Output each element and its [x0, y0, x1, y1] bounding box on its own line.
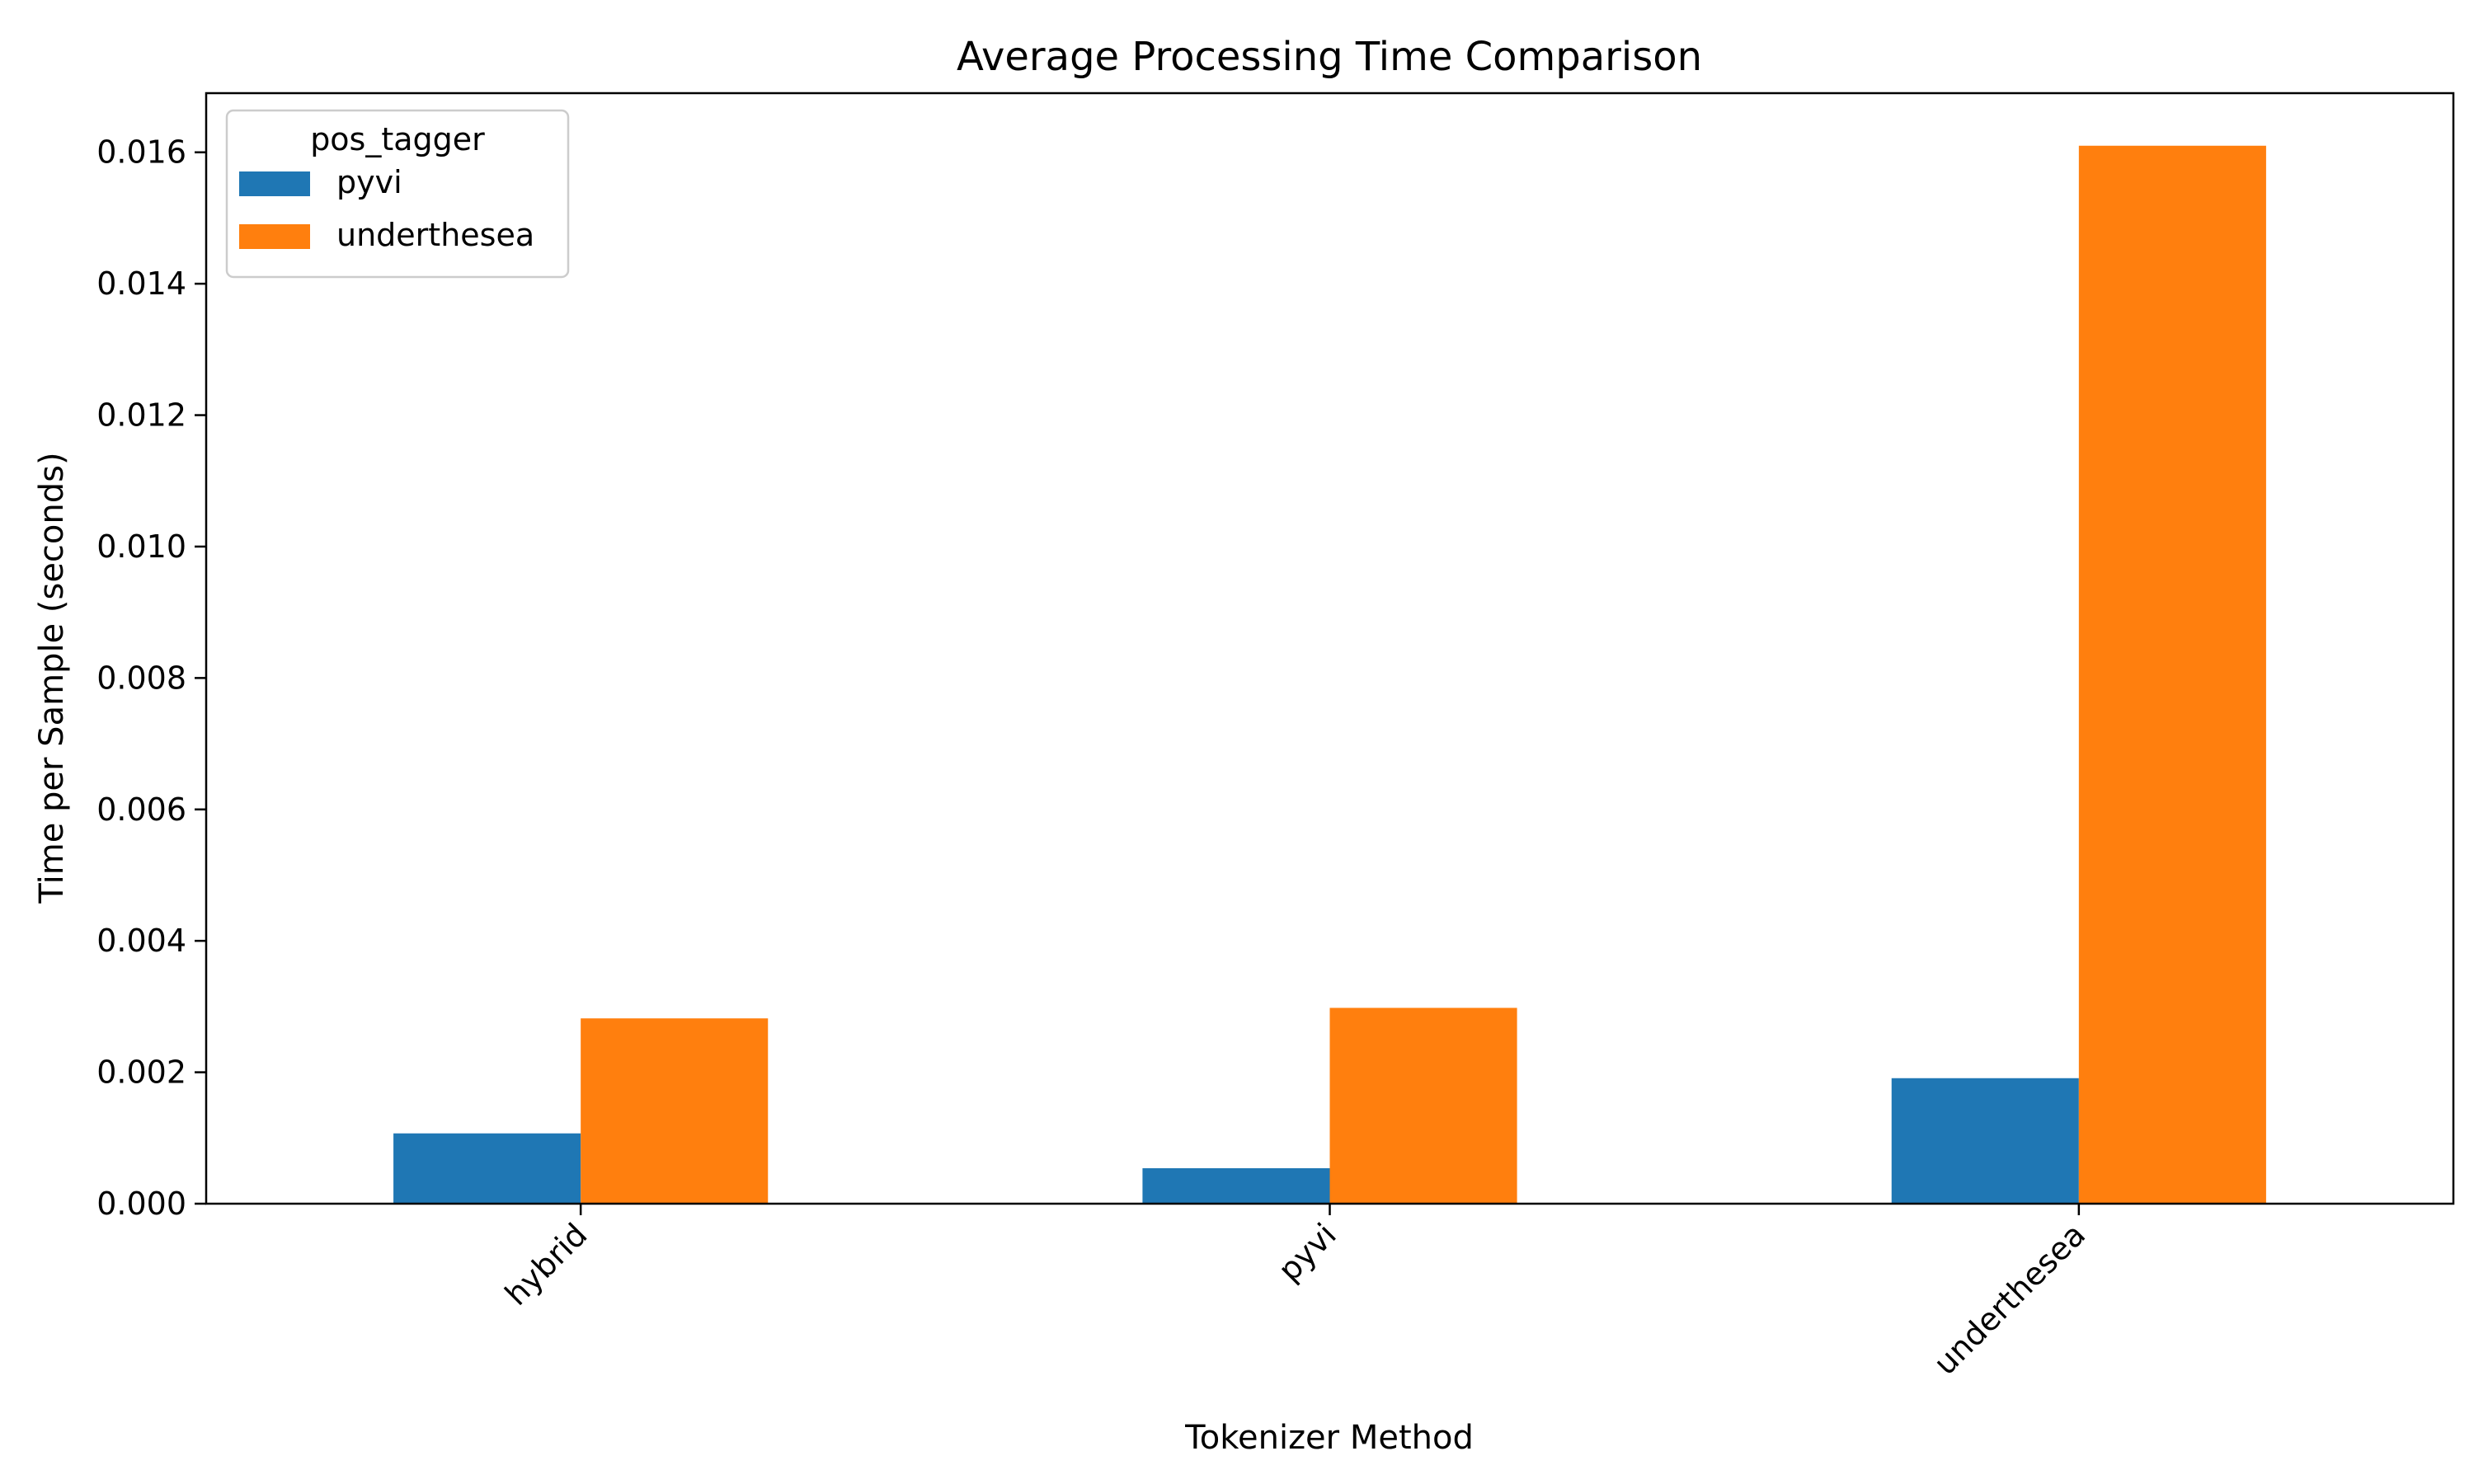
y-tick-label: 0.000	[96, 1186, 186, 1222]
y-tick-label: 0.008	[96, 660, 186, 696]
y-axis-title: Time per Sample (seconds)	[33, 452, 71, 904]
y-tick-label: 0.016	[96, 134, 186, 171]
legend-title: pos_tagger	[310, 121, 485, 157]
y-tick-label: 0.010	[96, 528, 186, 565]
legend-box	[225, 109, 570, 279]
bar-pyvi-hybrid	[393, 1133, 581, 1204]
y-tick-label: 0.002	[96, 1054, 186, 1091]
bar-underthesea-pyvi	[1329, 1007, 1517, 1204]
bar-underthesea-underthesea	[2078, 145, 2266, 1205]
bars-layer	[393, 145, 2266, 1205]
x-axis-title: Tokenizer Method	[1184, 1419, 1474, 1457]
legend-label-underthesea: underthesea	[336, 217, 534, 253]
bar-pyvi-underthesea	[1891, 1078, 2079, 1204]
bar-pyvi-pyvi	[1142, 1167, 1330, 1204]
legend-swatch-pyvi	[239, 171, 310, 196]
y-axis: 0.000 0.002 0.004 0.006 0.008 0.010 0.012 0.014…	[96, 134, 206, 1222]
y-tick-label: 0.014	[96, 265, 186, 302]
chart-title: Average Processing Time Comparison	[957, 34, 1702, 80]
plot-frame	[205, 92, 2455, 1205]
bar-underthesea-hybrid	[581, 1018, 769, 1204]
legend-label-pyvi: pyvi	[336, 164, 402, 200]
legend: pos_tagger pyvi underthesea	[225, 109, 570, 279]
legend-swatch-underthesea	[239, 224, 310, 249]
y-tick-label: 0.006	[96, 791, 186, 828]
legend-entries: pyvi underthesea	[239, 164, 534, 253]
y-tick-label: 0.012	[96, 397, 186, 434]
y-tick-label: 0.004	[96, 923, 186, 959]
